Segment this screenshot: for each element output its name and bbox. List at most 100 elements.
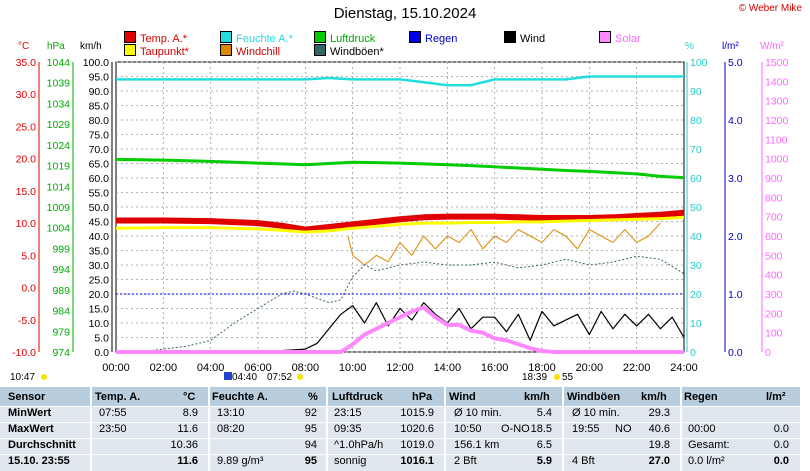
temp-tick-label: 35.0 [16,57,37,69]
header-gusts: Windböen [567,391,621,403]
temp-tick-label: 0.0 [21,283,36,295]
x-tick-label: 12:00 [386,362,414,374]
marker-daylength: 10:47 [10,372,35,383]
rain-tick-label: 3.0 [728,173,743,185]
solar-tick-label: 1000 [765,154,789,166]
pressure-tick-label: 1004 [47,223,71,235]
temp-tick-label: -10.0 [12,347,36,359]
humidity-tick-label: 100 [690,57,708,69]
axis-title-rain: l/m² [722,41,739,52]
pressure-tick-label: 1014 [47,181,71,193]
series-temp-a [116,209,685,233]
legend-swatch [314,44,326,56]
cell-gust-value: 27.0 [648,455,670,467]
legend-rain: Regen [409,31,457,45]
row-divider [0,454,800,455]
header-wind: Wind [449,391,476,403]
humidity-tick-label: 30 [690,260,702,272]
pressure-tick-label: 999 [52,243,70,255]
wind-tick-label: 90.0 [89,86,110,98]
humidity-tick-label: 50 [690,202,702,214]
solar-tick-label: 700 [765,212,783,224]
axis-title-pressure: hPa [47,41,65,52]
cell-wind-info: 156.1 km [454,439,500,451]
series-windchill [347,222,661,266]
header-temp-unit: °C [183,391,196,403]
solar-tick-label: 100 [765,328,783,340]
pressure-tick-label: 1024 [47,140,71,152]
series-feuchte-a [116,75,684,87]
x-tick-label: 20:00 [576,362,604,374]
solar-tick-label: 1300 [765,96,789,108]
cell-wind-value: 5.4 [536,407,552,419]
legend-dewpoint: Taupunkt* [124,44,189,58]
marker-solar-start: 07:52 [267,372,292,383]
cell-humidity-time: 9.89 g/m³ [217,455,264,467]
cell-humidity-value: 94 [304,439,317,451]
wind-tick-label: 10.0 [89,318,110,330]
wind-tick-label: 65.0 [89,159,110,171]
axis-title-wind: km/h [80,41,102,52]
temp-tick-label: 10.0 [16,218,37,230]
solar-tick-label: 1200 [765,115,789,127]
column-divider [208,387,210,471]
stats-header-bar [0,387,800,406]
legend-swatch [504,31,516,43]
row-label: MaxWert [8,423,54,435]
legend-wind: Wind [504,31,545,45]
cell-humidity-time: 08:20 [217,423,245,435]
cell-humidity-time: 13:10 [217,407,245,419]
pressure-tick-label: 989 [52,285,70,297]
sunrise-marker-icon [224,372,232,380]
marker-sunrise: 04:40 [232,372,257,383]
cell-gust-info: 4 Bft [572,455,595,467]
cell-temp-value: 11.6 [177,455,198,467]
legend-pressure: Luftdruck [314,31,375,45]
wind-tick-label: 5.0 [94,333,109,345]
cell-temp-value: 11.6 [177,423,198,435]
cell-gust-value: 19.8 [648,439,670,451]
column-divider [680,387,682,471]
cell-wind-direction: O-NO [501,423,530,435]
x-tick-label: 14:00 [434,362,462,374]
legend-swatch [220,44,232,56]
cell-pressure-value: 1016.1 [400,455,434,467]
pressure-tick-label: 1044 [47,57,71,69]
header-sensor: Sensor [8,391,46,403]
wind-tick-label: 80.0 [89,115,110,127]
wind-tick-label: 15.0 [89,304,110,316]
x-tick-label: 06:00 [244,362,272,374]
temp-tick-label: 30.0 [16,89,37,101]
wind-tick-label: 20.0 [89,289,110,301]
sun-dot-icon [554,374,560,380]
wind-tick-label: 85.0 [89,101,110,113]
pressure-tick-label: 974 [52,347,70,359]
solar-tick-label: 1100 [765,134,788,146]
wind-tick-label: 100.0 [83,57,109,69]
axis-title-temp: °C [18,41,30,52]
legend-temp: Temp. A.* [124,31,187,45]
legend-gusts: Windböen* [314,44,384,58]
series-taupunkt [115,215,685,234]
humidity-tick-label: 10 [690,318,702,330]
header-wind-unit: km/h [524,391,550,403]
wind-tick-label: 50.0 [89,202,110,214]
pressure-tick-label: 979 [52,326,70,338]
header-pressure: Luftdruck [332,391,383,403]
rain-tick-label: 2.0 [728,231,743,243]
header-humidity: Feuchte A. [212,391,268,403]
legend-swatch [124,31,136,43]
wind-tick-label: 30.0 [89,260,110,272]
axis-title-humidity: % [685,41,694,52]
series-solar [116,305,684,354]
header-rain-unit: l/m² [766,391,786,403]
solar-tick-label: 900 [765,173,783,185]
legend-swatch [220,31,232,43]
header-rain: Regen [684,391,718,403]
wind-tick-label: 45.0 [89,217,110,229]
x-tick-label: 22:00 [623,362,651,374]
cell-pressure-time: ^1.0hPa/h [334,439,384,451]
pressure-tick-label: 1039 [47,78,71,90]
pressure-tick-label: 1029 [47,119,71,131]
marker-minutes: 55 [562,372,574,383]
